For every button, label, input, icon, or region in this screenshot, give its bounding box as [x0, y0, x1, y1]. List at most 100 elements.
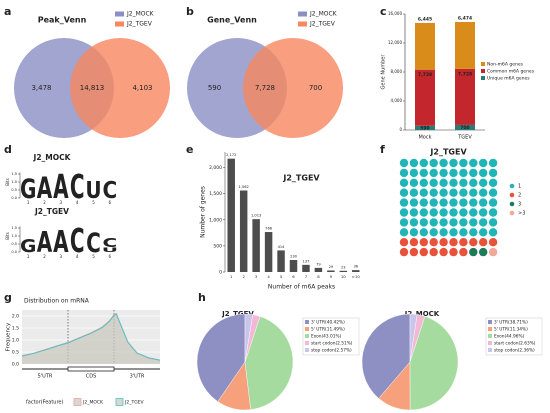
- waffle-dot: [429, 228, 438, 237]
- legend-swatch: [488, 320, 492, 324]
- bar: [289, 260, 298, 272]
- x-tick-label: 3: [60, 200, 63, 205]
- x-tick-label: 4: [267, 274, 270, 279]
- legend-swatch: [115, 21, 124, 27]
- panel-label: b: [186, 5, 194, 18]
- x-tick-label: 8: [317, 274, 320, 279]
- x-tick-label: 1: [230, 274, 233, 279]
- logo-letter: U: [85, 178, 101, 205]
- chart-title: Distribution on mRNA: [24, 298, 90, 305]
- x-tick-label: 4: [76, 254, 79, 259]
- waffle-dot: [488, 238, 498, 247]
- legend-box: [485, 317, 543, 356]
- logo-letter: A: [37, 225, 53, 259]
- bar-segment: [455, 68, 475, 125]
- waffle-dot: [469, 178, 478, 187]
- waffle-dot: [399, 178, 409, 187]
- region-label: CDS: [86, 374, 97, 380]
- waffle-dot: [449, 218, 458, 227]
- x-tick-label: 5: [92, 200, 95, 205]
- waffle-dot: [399, 158, 409, 168]
- logo-letter: G: [20, 237, 36, 257]
- waffle-dot: [419, 228, 428, 237]
- waffle-dot: [419, 218, 428, 227]
- legend-label: J2_TGEV: [126, 21, 153, 28]
- waffle-dot: [429, 158, 438, 168]
- waffle-dot: [449, 238, 458, 247]
- legend-swatch: [509, 183, 515, 189]
- venn-count: 3,478: [31, 84, 51, 92]
- waffle-dot: [459, 168, 468, 178]
- panel-label: e: [186, 143, 193, 156]
- waffle-dot: [469, 218, 478, 227]
- waffle-dot: [469, 238, 478, 247]
- waffle-dot: [479, 188, 488, 197]
- density-line: [21, 313, 161, 361]
- x-tick-label: 1: [27, 200, 30, 205]
- y-tick-label: 0.0: [11, 250, 17, 254]
- logo-letter: A: [53, 169, 69, 206]
- waffle-dot: [479, 198, 488, 207]
- y-tick-label: 0.0: [12, 362, 19, 368]
- waffle-dot: [399, 238, 409, 247]
- y-tick-label: 0.5: [11, 188, 17, 192]
- y-tick-label: 2,000: [209, 165, 222, 171]
- venn-count: 700: [309, 84, 322, 92]
- logo-letter: C: [70, 223, 85, 260]
- waffle-dot: [429, 208, 438, 217]
- legend-swatch: [509, 201, 515, 207]
- legend-label: Unique m6A genes: [487, 76, 530, 82]
- x-tick-label: 6: [292, 274, 295, 279]
- legend-swatch: [115, 11, 124, 17]
- waffle-dot: [429, 247, 438, 257]
- density-area: [22, 313, 160, 364]
- panel-label: g: [4, 291, 12, 304]
- bar: [302, 264, 310, 272]
- legend-swatch: [305, 327, 309, 331]
- panel-label: d: [4, 143, 12, 156]
- venn-count: 590: [208, 84, 221, 92]
- y-tick-label: 0.5: [12, 350, 19, 356]
- chart-title: Gene_Venn: [207, 16, 257, 25]
- legend-swatch: [298, 11, 307, 17]
- legend-label: 3: [518, 202, 521, 208]
- venn-count: 14,813: [80, 84, 105, 92]
- legend-swatch: [481, 62, 485, 66]
- legend-swatch: [481, 76, 485, 80]
- waffle-dot: [429, 238, 438, 247]
- data-label: 590: [420, 125, 429, 131]
- waffle-dot: [449, 188, 458, 197]
- waffle-dot: [439, 247, 448, 257]
- bar-segment: [415, 22, 435, 70]
- legend-swatch: [115, 398, 124, 406]
- waffle-dot: [479, 178, 488, 187]
- data-label: 230: [290, 255, 298, 259]
- data-label: 766: [265, 227, 273, 231]
- legend-label: Common m6A genes: [487, 69, 535, 75]
- bar: [352, 270, 360, 272]
- waffle-dot: [439, 238, 448, 247]
- x-tick-label: 7: [305, 274, 308, 279]
- waffle-dot: [409, 247, 419, 257]
- waffle-dot: [479, 247, 488, 257]
- waffle-dot: [419, 178, 428, 187]
- x-tick-label: 2: [242, 274, 245, 279]
- y-tick-label: 500: [213, 243, 222, 249]
- waffle-dot: [409, 238, 419, 247]
- y-tick-label: 1.5: [11, 172, 17, 176]
- waffle-dot: [439, 228, 448, 237]
- venn-set: [243, 38, 343, 138]
- waffle-dot: [399, 168, 409, 178]
- waffle-dot: [429, 218, 438, 227]
- bar: [239, 190, 248, 272]
- region-label: 3'UTR: [130, 374, 145, 380]
- x-tick-label: 2: [43, 254, 46, 259]
- waffle-dot: [479, 158, 488, 168]
- panel-label: f: [380, 143, 385, 156]
- x-tick-label: 6: [109, 254, 112, 259]
- x-tick-label: 2: [43, 200, 46, 205]
- y-tick-label: 1.5: [11, 226, 17, 230]
- waffle-dot: [449, 228, 458, 237]
- legend-swatch: [298, 21, 307, 27]
- chart-title: J2_TGEV: [282, 174, 320, 183]
